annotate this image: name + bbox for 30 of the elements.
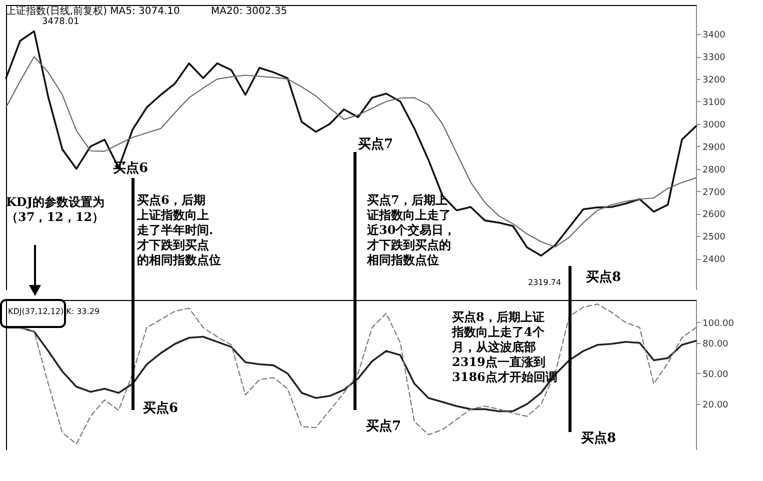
y-tick-label: 80.00 [702,339,729,350]
annotation: 买点7 [366,418,402,434]
y-tick-label: 2800 [702,165,726,176]
annotation: 买点6 [143,400,178,416]
y-tick-label: 3400 [702,30,726,41]
y-tick-label: 20.00 [702,400,729,411]
annotation: 买点6，后期上证指数向上走了半年时间.才下跌到买点的相同指数点位 [136,193,221,267]
line-series [5,326,697,412]
y-tick-label: 3200 [702,76,726,86]
annotation: 买点7，后期上证指数向上走了近30个交易日，才下跌到买点的相同指数点位 [366,193,456,267]
y-tick-label: 3000 [702,120,726,130]
annotation: 买点8 [581,430,616,446]
y-tick-label: 100.00 [702,318,734,329]
annotation: KDJ的参数设置为（37，12，12） [6,195,105,224]
annotation: KDJ(37,12,12) K: 33.29 [8,307,100,316]
annotation: 买点7 [358,136,394,152]
y-tick-label: 2700 [702,188,726,198]
y-tick-label: 50.00 [702,370,729,380]
annotation: 买点6 [113,160,148,176]
annotation: 上证指数(日线,前复权) MA5: 3074.10 [6,5,180,17]
y-tick-label: 2400 [702,255,726,266]
annotation: MA20: 3002.35 [211,6,288,17]
y-tick-label: 3300 [702,53,726,64]
y-tick-label: 2600 [702,210,726,220]
annotation: 买点8 [586,269,622,285]
annotation: 2319.74 [528,278,562,287]
y-tick-label: 2900 [702,142,726,153]
y-tick-label: 3100 [702,98,726,108]
y-tick-label: 2500 [702,232,726,243]
annotation: 3478.01 [42,17,80,27]
